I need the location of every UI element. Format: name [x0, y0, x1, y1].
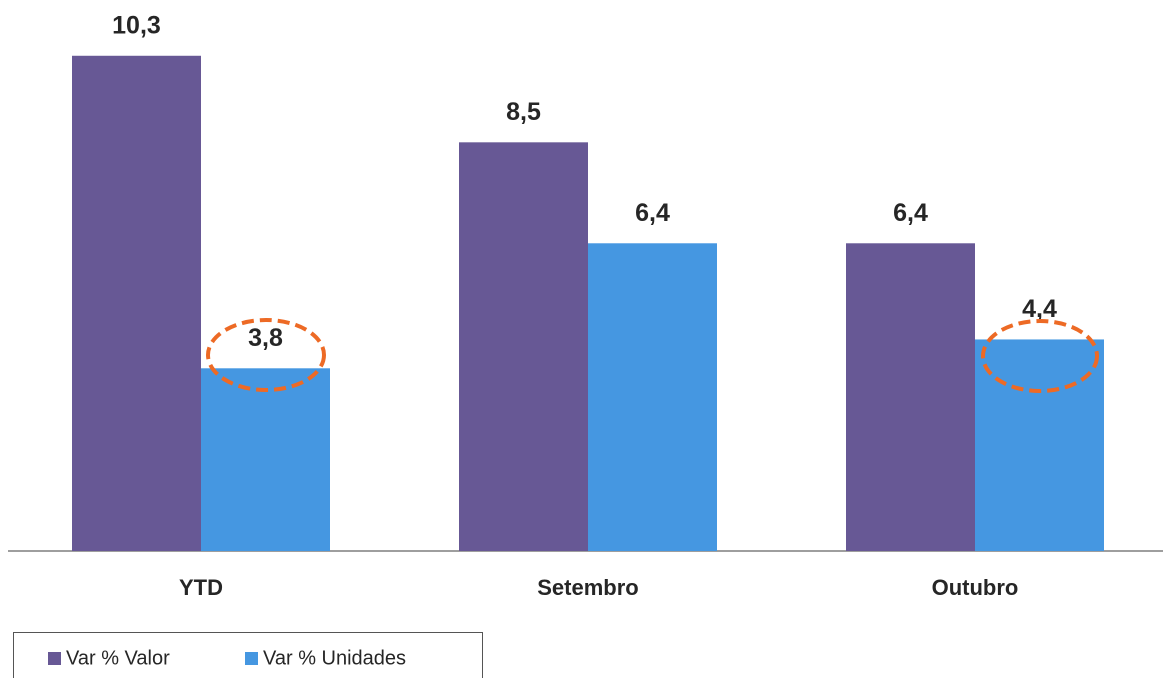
legend-swatch: [48, 652, 61, 665]
bar: [975, 339, 1104, 551]
legend-label: Var % Unidades: [263, 647, 406, 669]
legend-label: Var % Valor: [66, 647, 170, 669]
x-tick-label: Outubro: [932, 575, 1019, 600]
legend-swatch: [245, 652, 258, 665]
x-tick-label: YTD: [179, 575, 223, 600]
bar: [201, 368, 330, 551]
highlight-ellipse: [206, 318, 326, 392]
x-tick-label: Setembro: [537, 575, 638, 600]
data-label: 6,4: [635, 199, 670, 227]
bar: [588, 243, 717, 552]
data-label: 3,8: [248, 324, 283, 352]
data-label: 8,5: [506, 98, 541, 126]
bar: [846, 243, 975, 552]
bar: [459, 142, 588, 551]
highlight-ellipse: [981, 319, 1099, 393]
data-label: 6,4: [893, 199, 928, 227]
data-label: 10,3: [112, 11, 161, 39]
data-label: 4,4: [1022, 295, 1057, 323]
bar: [72, 55, 201, 551]
